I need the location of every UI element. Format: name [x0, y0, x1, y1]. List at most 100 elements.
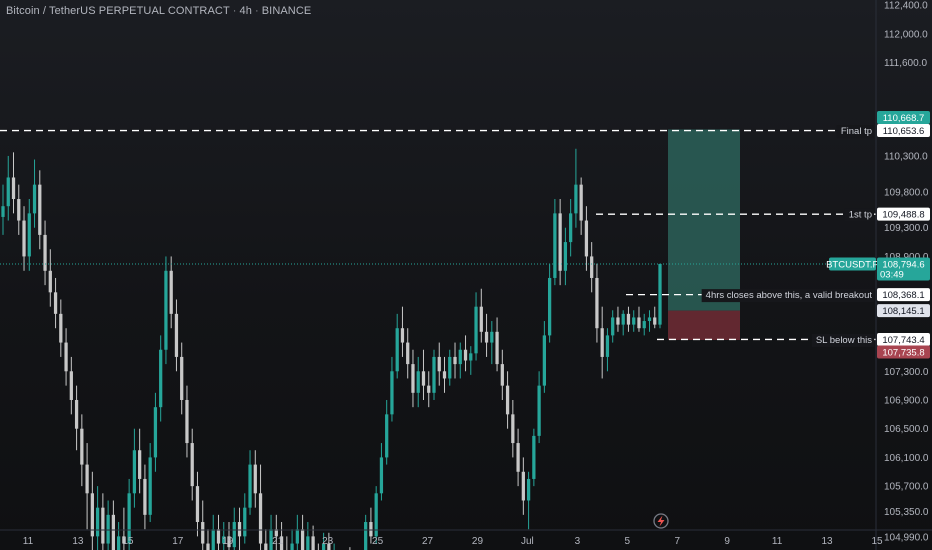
- candle: [22, 206, 26, 271]
- candle: [563, 227, 568, 286]
- candle: [495, 317, 499, 372]
- candle: [295, 514, 299, 550]
- candle: [43, 220, 47, 286]
- candle: [274, 514, 278, 550]
- y-tick-label: 105,700.0: [884, 482, 929, 493]
- candle: [227, 522, 231, 550]
- candle: [647, 310, 652, 332]
- x-tick-label: 17: [172, 536, 184, 547]
- candle: [479, 288, 483, 343]
- price-tags: 110,653.6 109,488.8 108,368.1 107,743.4 110,…: [826, 110, 930, 359]
- candle: [232, 507, 236, 550]
- candle: [374, 486, 378, 544]
- candle: [243, 493, 247, 544]
- candle: [333, 543, 335, 550]
- x-tick-label: 27: [422, 536, 434, 547]
- candle: [500, 349, 504, 400]
- profit-zone[interactable]: [668, 129, 740, 311]
- candle: [390, 356, 394, 422]
- candle: [117, 522, 121, 550]
- y-tick-label: 106,900.0: [884, 395, 929, 406]
- candle: [626, 306, 631, 332]
- candle: [526, 471, 531, 530]
- candle: [174, 299, 179, 372]
- candle: [222, 522, 226, 550]
- y-tick-label: 104,990.0: [884, 533, 929, 544]
- candle: [458, 342, 462, 379]
- svg-text:108,145.1: 108,145.1: [882, 306, 924, 317]
- sl-label: SL below this: [816, 335, 872, 346]
- x-tick-label: 15: [122, 536, 134, 547]
- svg-text:109,488.8: 109,488.8: [882, 210, 924, 221]
- entry-tag: 108,145.1: [877, 304, 930, 318]
- candle: [427, 371, 431, 408]
- price-axis[interactable]: 113,200.0112,800.0112,400.0112,000.0111,…: [875, 0, 929, 550]
- symbol-tag: BTCUSDT.P: [826, 260, 879, 271]
- candle: [406, 328, 410, 379]
- x-tick-label: 23: [322, 536, 334, 547]
- candle: [206, 529, 210, 550]
- y-tick-label: 106,100.0: [884, 453, 929, 464]
- candle: [605, 328, 610, 372]
- candle: [448, 349, 452, 386]
- candle: [516, 428, 520, 487]
- bolt-icon[interactable]: [653, 513, 669, 529]
- candle: [632, 310, 636, 332]
- candle: [511, 399, 515, 458]
- candle: [1, 184, 5, 235]
- final-tp-value-tag: 110,653.6: [877, 124, 930, 138]
- candle: [237, 507, 242, 550]
- candle: [69, 356, 73, 415]
- position-zones: [668, 129, 740, 340]
- candle: [264, 529, 268, 550]
- candle: [484, 313, 489, 357]
- candle: [416, 356, 420, 408]
- candle: [190, 428, 194, 501]
- candle: [306, 522, 310, 550]
- x-tick-label: 9: [724, 536, 730, 547]
- candle: [48, 249, 52, 307]
- candle: [395, 313, 399, 379]
- candle: [185, 385, 189, 458]
- candle: [569, 199, 573, 257]
- candle: [474, 292, 478, 361]
- candle: [437, 342, 441, 386]
- sl-value-tag: 107,743.4: [877, 332, 930, 346]
- candle: [553, 199, 557, 286]
- candle: [411, 349, 415, 408]
- candle: [180, 342, 184, 415]
- candle: [611, 310, 615, 343]
- y-tick-label: 107,300.0: [884, 367, 929, 378]
- candle: [169, 256, 173, 329]
- candle: [138, 428, 142, 494]
- candle: [463, 335, 468, 372]
- candle: [584, 206, 589, 271]
- y-tick-label: 109,800.0: [884, 187, 929, 198]
- candle: [159, 335, 163, 422]
- candle: [132, 428, 137, 508]
- svg-text:107,743.4: 107,743.4: [882, 335, 924, 346]
- candle: [300, 514, 305, 550]
- candle: [253, 450, 257, 508]
- svg-text:110,668.7: 110,668.7: [883, 113, 925, 124]
- exchange: BINANCE: [261, 5, 312, 17]
- x-tick-label: 25: [372, 536, 384, 547]
- candle: [279, 522, 284, 550]
- breakout-value-tag: 108,368.1: [877, 288, 930, 302]
- candle: [74, 385, 79, 451]
- candle: [421, 349, 426, 400]
- candle: [211, 514, 215, 550]
- interval: 4h: [239, 5, 252, 17]
- y-tick-label: 110,300.0: [884, 151, 928, 162]
- candle: [558, 199, 562, 286]
- final-tp-label: Final tp: [841, 126, 872, 137]
- candle: [327, 532, 331, 550]
- x-tick-label: 19: [222, 536, 234, 547]
- candle: [621, 310, 625, 336]
- candle: [90, 471, 94, 550]
- loss-zone[interactable]: [668, 310, 740, 340]
- time-axis[interactable]: 11 13 15 17 19 21 23 25 27 29 Jul 3 5 7 9 11 13 15: [0, 529, 932, 547]
- y-tick-label: 112,000.0: [884, 29, 928, 40]
- x-tick-label: 13: [821, 536, 833, 547]
